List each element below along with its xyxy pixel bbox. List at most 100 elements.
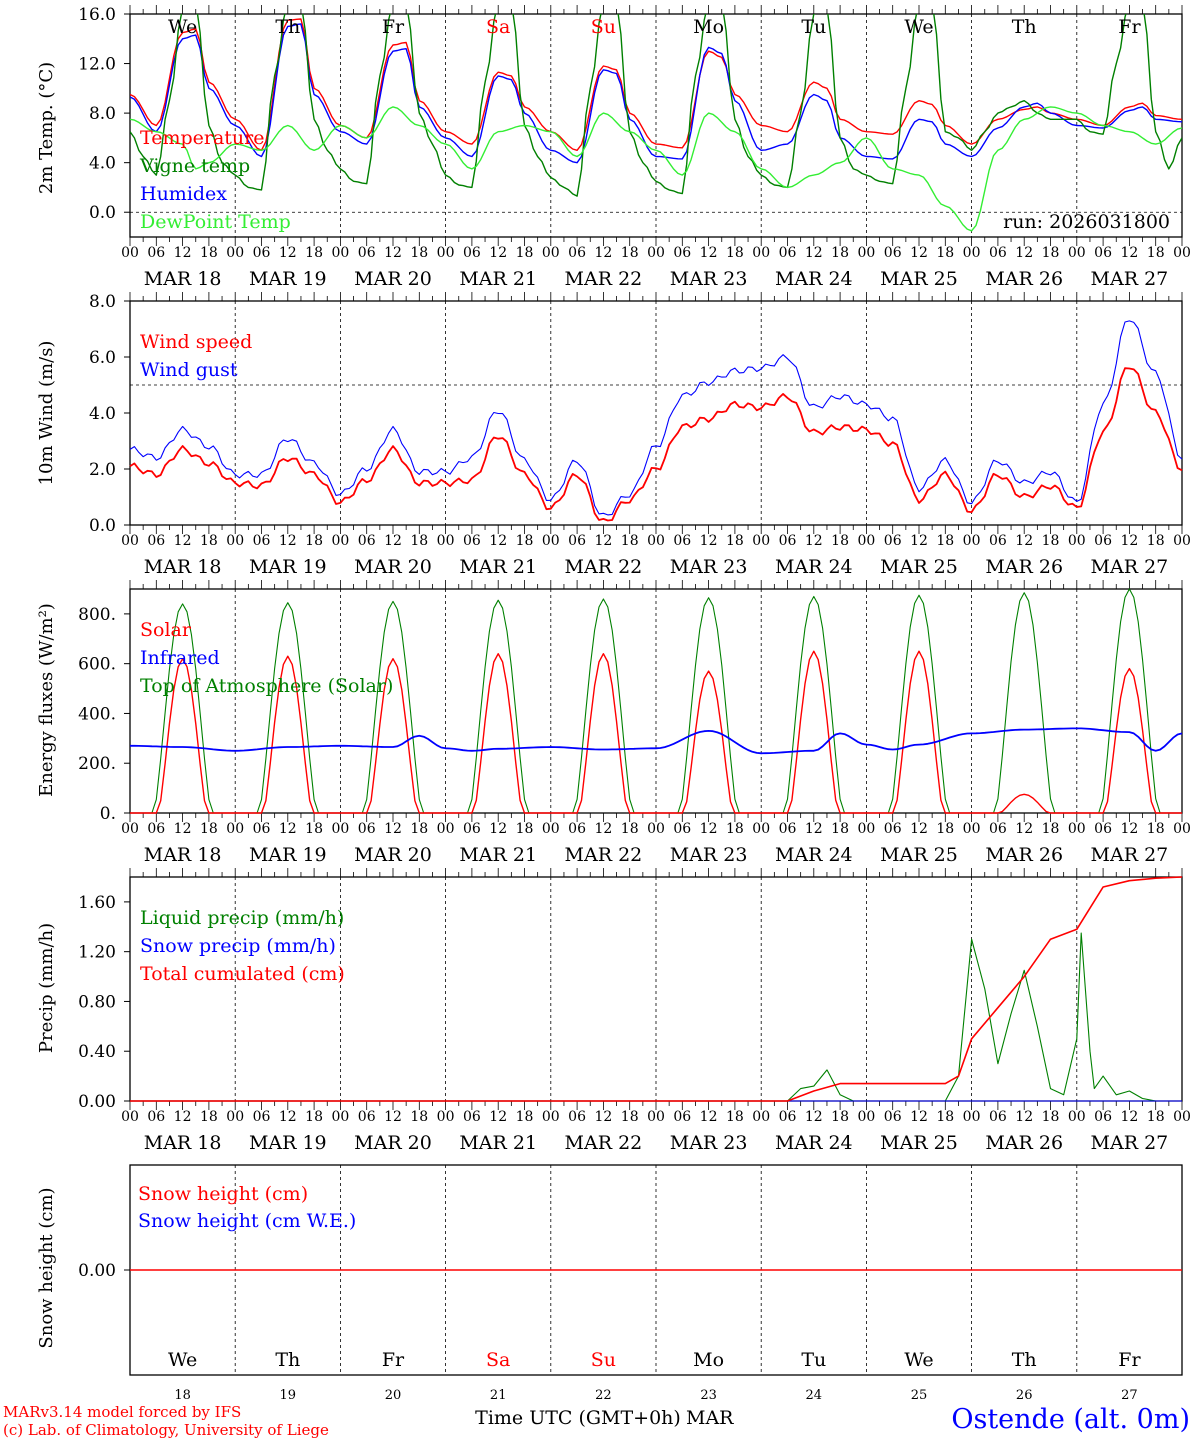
date-label: MAR 18	[144, 1132, 222, 1154]
hour-tick-label: 06	[568, 1109, 586, 1125]
hour-tick-label: 12	[910, 821, 928, 837]
hour-tick-label: 00	[542, 245, 560, 261]
legend-entry: Humidex	[140, 183, 227, 205]
date-label: MAR 23	[670, 1132, 748, 1154]
hour-tick-label: 00	[437, 245, 455, 261]
date-label: MAR 20	[354, 268, 432, 290]
hour-tick-label: 06	[253, 1109, 271, 1125]
hour-tick-label: 06	[358, 533, 376, 549]
hour-tick-label: 00	[1068, 533, 1086, 549]
hour-tick-label: 18	[1042, 533, 1060, 549]
hour-tick-label: 18	[726, 245, 744, 261]
series-line	[130, 588, 1182, 814]
hour-tick-label: 18	[200, 245, 218, 261]
y-tick-label: 16.0	[78, 5, 116, 25]
hour-tick-label: 00	[121, 245, 139, 261]
hour-tick-label: 18	[305, 245, 323, 261]
date-label: MAR 26	[985, 268, 1063, 290]
date-label: MAR 24	[775, 1132, 853, 1154]
hour-tick-label: 06	[358, 245, 376, 261]
hour-tick-label: 06	[884, 533, 902, 549]
hour-tick-label: 06	[884, 245, 902, 261]
day-name-label: Tu	[801, 1349, 826, 1371]
hour-tick-label: 12	[174, 533, 192, 549]
hour-tick-label: 00	[226, 821, 244, 837]
y-tick-label: 2.0	[89, 460, 116, 480]
legend-entry: Solar	[140, 619, 192, 641]
lab-credit: (c) Lab. of Climatology, University of L…	[3, 1421, 329, 1439]
hour-tick-label: 18	[1042, 1109, 1060, 1125]
hour-tick-label: 12	[910, 1109, 928, 1125]
date-label: MAR 20	[354, 844, 432, 866]
hour-tick-label: 18	[831, 533, 849, 549]
hour-tick-label: 06	[463, 1109, 481, 1125]
date-label: MAR 20	[354, 1132, 432, 1154]
hour-tick-label: 12	[1015, 1109, 1033, 1125]
date-label: MAR 27	[1091, 556, 1169, 578]
date-label: MAR 18	[144, 556, 222, 578]
hour-tick-label: 18	[621, 245, 639, 261]
day-number-label: 24	[806, 1388, 823, 1403]
date-label: MAR 27	[1091, 268, 1169, 290]
y-axis-label: Energy fluxes (W/m²)	[36, 603, 57, 797]
y-tick-label: 6.0	[89, 348, 116, 368]
hour-tick-label: 00	[647, 821, 665, 837]
day-number-label: 21	[490, 1388, 507, 1403]
day-name-label: Fr	[382, 16, 405, 38]
y-axis-label: Precip (mm/h)	[36, 923, 57, 1053]
date-label: MAR 21	[459, 1132, 537, 1154]
hour-tick-label: 00	[226, 1109, 244, 1125]
hour-tick-label: 12	[489, 1109, 507, 1125]
y-tick-label: 0.00	[78, 1261, 116, 1281]
date-label: MAR 27	[1091, 1132, 1169, 1154]
hour-tick-label: 00	[1068, 821, 1086, 837]
hour-tick-label: 06	[673, 533, 691, 549]
date-label: MAR 24	[775, 844, 853, 866]
y-tick-label: 0.00	[78, 1092, 116, 1112]
series-line	[129, 320, 1183, 516]
hour-tick-label: 06	[1094, 533, 1112, 549]
day-name-label: Th	[275, 1349, 300, 1371]
date-label: MAR 26	[985, 1132, 1063, 1154]
hour-tick-label: 00	[331, 1109, 349, 1125]
hour-tick-label: 06	[673, 245, 691, 261]
hour-tick-label: 12	[1120, 533, 1138, 549]
hour-tick-label: 18	[305, 1109, 323, 1125]
hour-tick-label: 12	[1120, 245, 1138, 261]
legend-entry: Vigne temp	[139, 155, 250, 177]
date-label: MAR 18	[144, 844, 222, 866]
y-tick-label: 8.0	[89, 292, 116, 312]
hour-tick-label: 06	[1094, 1109, 1112, 1125]
hour-tick-label: 00	[226, 533, 244, 549]
series-line	[129, 367, 1183, 522]
hour-tick-label: 00	[1173, 533, 1191, 549]
hour-tick-label: 06	[779, 821, 797, 837]
hour-tick-label: 12	[700, 1109, 718, 1125]
hour-tick-label: 12	[1120, 1109, 1138, 1125]
hour-tick-label: 12	[384, 533, 402, 549]
y-tick-label: 4.0	[89, 154, 116, 174]
series-line	[130, 727, 1183, 755]
hour-tick-label: 00	[331, 821, 349, 837]
hour-tick-label: 18	[200, 533, 218, 549]
day-name-label: Fr	[382, 1349, 405, 1371]
date-label: MAR 23	[670, 844, 748, 866]
date-label: MAR 24	[775, 556, 853, 578]
date-label: MAR 21	[459, 556, 537, 578]
y-tick-label: 200.	[78, 754, 116, 774]
hour-tick-label: 12	[174, 1109, 192, 1125]
date-label: MAR 25	[880, 844, 958, 866]
hour-tick-label: 12	[910, 533, 928, 549]
hour-tick-label: 12	[700, 533, 718, 549]
day-number-label: 22	[595, 1388, 612, 1403]
hour-tick-label: 00	[963, 533, 981, 549]
date-label: MAR 21	[459, 844, 537, 866]
hour-tick-label: 00	[121, 533, 139, 549]
hour-tick-label: 12	[279, 245, 297, 261]
hour-tick-label: 18	[410, 1109, 428, 1125]
date-label: MAR 25	[880, 556, 958, 578]
day-number-label: 23	[700, 1388, 717, 1403]
hour-tick-label: 18	[410, 821, 428, 837]
